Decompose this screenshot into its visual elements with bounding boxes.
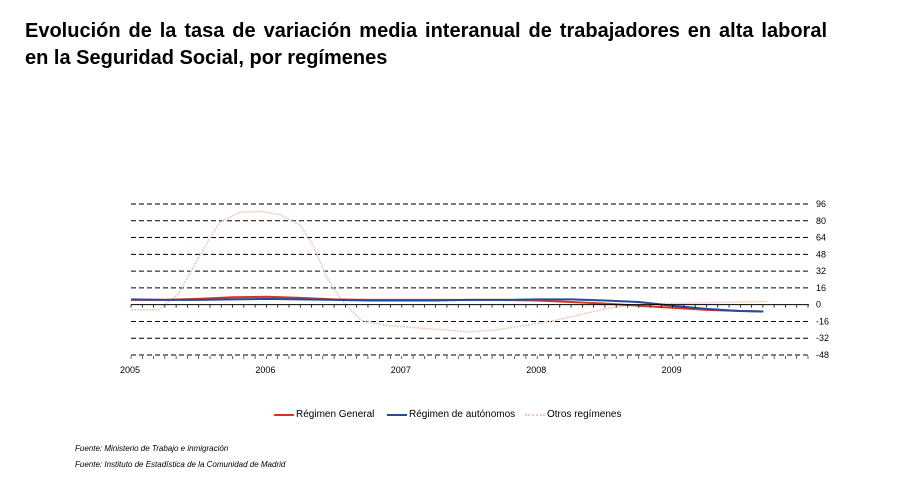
page-title: Evolución de la tasa de variación media … [25,20,827,69]
grid-lines [131,203,809,356]
y-tick-label: 48 [816,249,826,259]
legend-label-regimen-autonomos: Régimen de autónomos [409,409,516,420]
y-axis-tick-labels: 96 80 64 48 32 16 0 -16 -32 -48 [816,199,829,360]
y-tick-label: -32 [816,333,829,343]
series-line-2 [131,210,768,333]
x-tick-label: 2008 [526,365,546,375]
source-note-instituto: Fuente: Instituto de Estadística de la C… [75,460,286,469]
y-tick-label: -16 [816,316,829,326]
source-note-ministerio: Fuente: Ministerio de Trabajo e inmigrac… [75,444,229,453]
legend-label-otros-regimenes: Otros regímenes [547,409,622,420]
x-tick-label: 2005 [120,365,140,375]
y-tick-label: 16 [816,283,826,293]
y-tick-label: 96 [816,199,826,209]
chart-legend: Régimen General Régimen de autónomos Otr… [0,409,897,425]
y-tick-label: 0 [816,300,821,310]
x-axis [130,304,809,359]
y-tick-label: 80 [816,216,826,226]
y-tick-label: -48 [816,350,829,360]
legend-label-regimen-general: Régimen General [296,409,375,420]
y-tick-label: 64 [816,233,826,243]
y-tick-label: 32 [816,266,826,276]
x-tick-label: 2009 [662,365,682,375]
legend-swatch-regimen-autonomos [387,413,407,416]
x-tick-label: 2007 [391,365,411,375]
legend-item-otros-regimenes: Otros regímenes [525,409,621,420]
x-tick-label: 2006 [255,365,275,375]
x-axis-tick-labels: 2005 2006 2007 2008 2009 [120,365,682,375]
legend-item-regimen-general: Régimen General [274,409,374,420]
legend-swatch-otros-regimenes [525,413,545,416]
legend-swatch-regimen-general [274,413,294,416]
legend-item-regimen-autonomos: Régimen de autónomos [387,409,515,420]
